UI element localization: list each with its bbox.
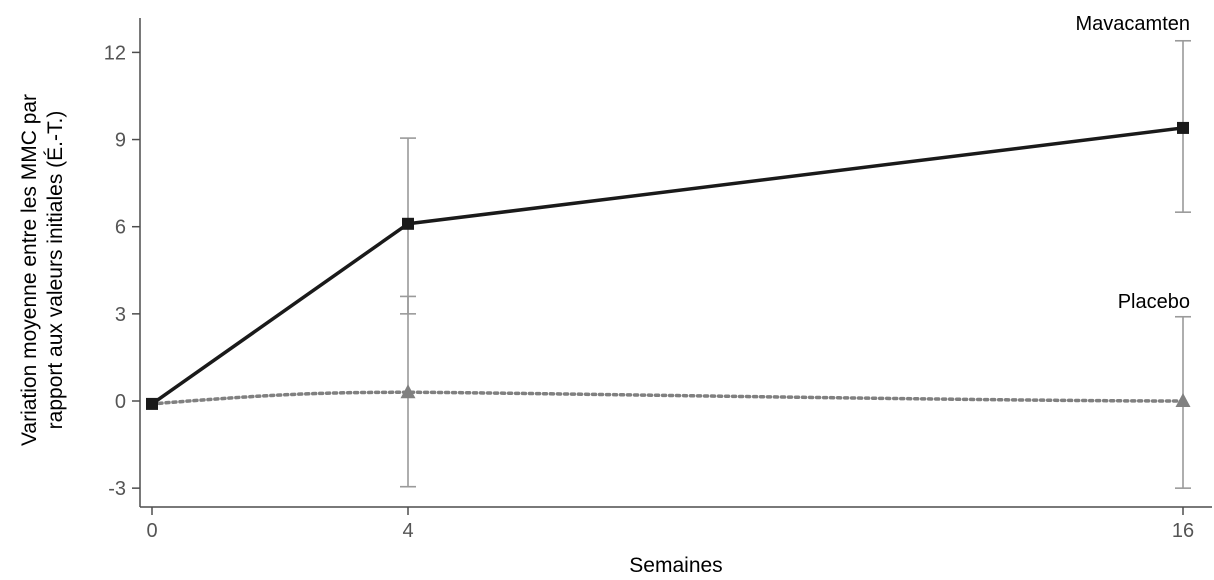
series-markers: [146, 121, 1191, 410]
y-tick-label: -3: [108, 478, 126, 500]
series-line-mavacamten: [150, 126, 1184, 406]
series-lines: [150, 126, 1185, 406]
series-label-mavacamten: Mavacamten: [1076, 13, 1191, 35]
labels: Semaines Variation moyenne entre les MMC…: [18, 13, 1190, 577]
axes: -3 0 3 6 9 12 0 4 16: [104, 18, 1212, 542]
y-tick-label: 0: [115, 391, 126, 413]
y-axis-title-line2: rapport aux valeurs initiales (É.-T.): [44, 111, 67, 430]
y-axis-title-line1: Variation moyenne entre les MMC par: [18, 94, 41, 446]
x-tick-label: 16: [1172, 520, 1194, 542]
data-point-placebo: [1175, 393, 1191, 407]
series-label-placebo: Placebo: [1118, 291, 1190, 313]
y-tick-label: 9: [115, 130, 126, 152]
x-axis-title: Semaines: [629, 554, 722, 577]
y-tick-label: 12: [104, 42, 126, 64]
error-bars: [400, 39, 1191, 489]
y-tick-label: 6: [115, 217, 126, 239]
series-line-placebo: [150, 390, 1185, 406]
data-point-placebo: [400, 384, 416, 399]
x-tick-label: 4: [402, 520, 413, 542]
y-tick-label: 3: [115, 304, 126, 326]
data-point-mavacamten: [146, 397, 158, 410]
data-point-mavacamten: [402, 217, 414, 230]
x-tick-label: 0: [146, 520, 157, 542]
data-point-mavacamten: [1177, 121, 1189, 134]
